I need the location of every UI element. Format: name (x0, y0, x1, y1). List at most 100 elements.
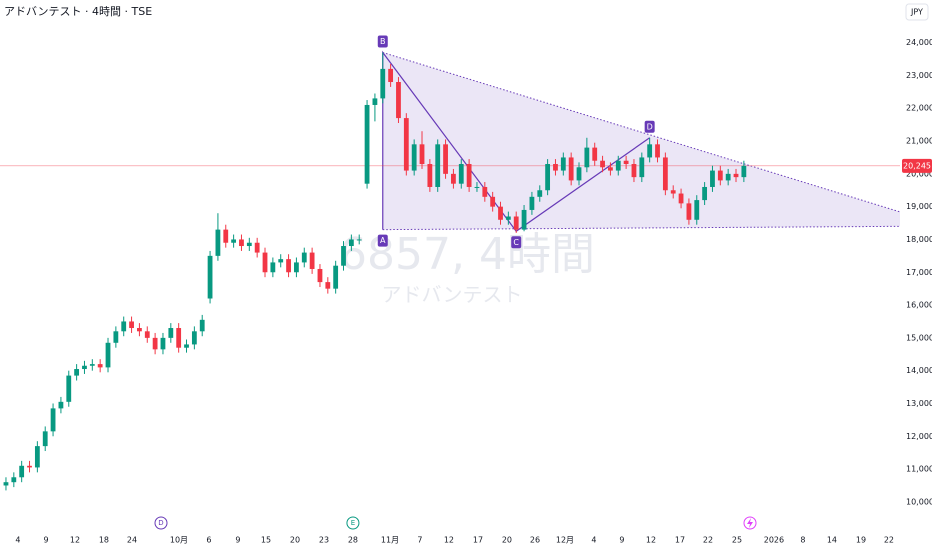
candle-body (231, 239, 237, 243)
point-badge (377, 35, 388, 48)
y-tick-label: 13,000 (906, 399, 932, 408)
candle-body (647, 144, 653, 158)
triangle-upper (382, 52, 901, 213)
pattern-line (382, 50, 651, 233)
candle-body (254, 242, 260, 253)
candle-body (191, 331, 197, 345)
candle-body (537, 190, 543, 197)
point-label: D (647, 122, 653, 131)
candle-body (262, 252, 268, 273)
candle-body (19, 465, 25, 478)
x-tick-label: 2026 (764, 536, 784, 545)
candle-body (466, 164, 472, 187)
candle-body (529, 196, 535, 210)
event-label: E (351, 519, 355, 527)
candle-body (89, 364, 95, 366)
candle-body (482, 186, 488, 197)
lightning-icon[interactable] (743, 516, 757, 530)
y-tick-label: 20,000 (906, 169, 932, 178)
x-tick-label: 4 (15, 536, 20, 545)
y-tick-label: 18,000 (906, 235, 932, 244)
candle-body (121, 321, 127, 332)
y-tick-label: 14,000 (906, 366, 932, 375)
candle-body (655, 144, 660, 158)
candle-body (152, 337, 158, 350)
y-tick-label: 24,000 (906, 38, 932, 47)
watermark-symbol: 6857, 4時間 (339, 229, 595, 280)
x-tick-label: 20 (290, 536, 300, 545)
event-marker (346, 516, 360, 530)
x-tick-label: 8 (800, 536, 805, 545)
last-price-label: 20,245 (903, 161, 931, 170)
candle-body (137, 328, 142, 332)
x-tick-label: 9 (619, 536, 624, 545)
candle-body (686, 203, 692, 220)
chart-title: アドバンテスト · 4時間 · TSE (4, 5, 152, 18)
candle-body (733, 173, 739, 178)
candle-body (184, 344, 189, 348)
candle-body (615, 160, 621, 171)
candle-body (568, 157, 574, 181)
candle-body (207, 255, 213, 299)
candle-body (419, 144, 425, 165)
candle-body (58, 401, 64, 409)
candle-body (678, 193, 684, 204)
x-tick-label: 28 (348, 536, 358, 545)
candle-body (443, 144, 448, 174)
candle-body (286, 259, 291, 273)
x-tick-label: 17 (675, 536, 685, 545)
x-tick-label: 26 (530, 536, 540, 545)
candle-body (702, 186, 708, 201)
x-tick-label: 9 (235, 536, 240, 545)
candle-body (3, 482, 9, 486)
currency: JPY (910, 8, 923, 17)
x-tick-label: 11月 (381, 536, 399, 545)
candle-body (199, 319, 205, 332)
candle-body (66, 375, 72, 402)
candle-body (223, 229, 229, 243)
x-tick-label: 12 (444, 536, 454, 545)
candle-body (74, 369, 80, 376)
candle-body (608, 167, 613, 171)
y-tick-label: 21,000 (906, 137, 932, 146)
y-tick-label: 11,000 (906, 465, 932, 474)
candle-body (741, 165, 747, 178)
x-tick-label: 10月 (170, 536, 188, 545)
candle-body (505, 216, 511, 220)
x-tick-label: 12 (646, 536, 656, 545)
x-tick-label: 22 (703, 536, 713, 545)
point-label: C (513, 238, 519, 247)
candle-body (631, 164, 637, 178)
candle-body (42, 431, 48, 447)
y-tick-label: 15,000 (906, 333, 932, 342)
candle-body (623, 160, 629, 165)
candle-body (380, 68, 386, 99)
candle-body (50, 408, 56, 432)
candle-body (309, 252, 315, 269)
candle-body (513, 216, 519, 230)
triangle-fill (382, 52, 901, 230)
y-tick-label: 23,000 (906, 71, 932, 80)
y-tick-label: 16,000 (906, 301, 932, 310)
candle-body (694, 200, 700, 220)
candle-body (160, 337, 166, 350)
x-tick-label: 12 (70, 536, 80, 545)
x-tick-label: 12月 (556, 536, 574, 545)
candle-body (176, 328, 182, 348)
candle-body (725, 173, 731, 181)
candle-body (553, 164, 558, 171)
candle-body (717, 170, 723, 181)
candle-body (348, 239, 354, 247)
candle-body (396, 82, 401, 119)
candle-body (105, 342, 111, 368)
y-tick-label: 22,000 (906, 104, 932, 113)
triangle-lower (382, 225, 901, 231)
candle-body (427, 164, 433, 187)
candle-body (317, 268, 323, 283)
y-tick-label: 19,000 (906, 202, 932, 211)
candle-body (710, 170, 715, 187)
candle-body (270, 262, 276, 273)
event-label: D (158, 519, 163, 527)
x-tick-label: 7 (417, 536, 422, 545)
